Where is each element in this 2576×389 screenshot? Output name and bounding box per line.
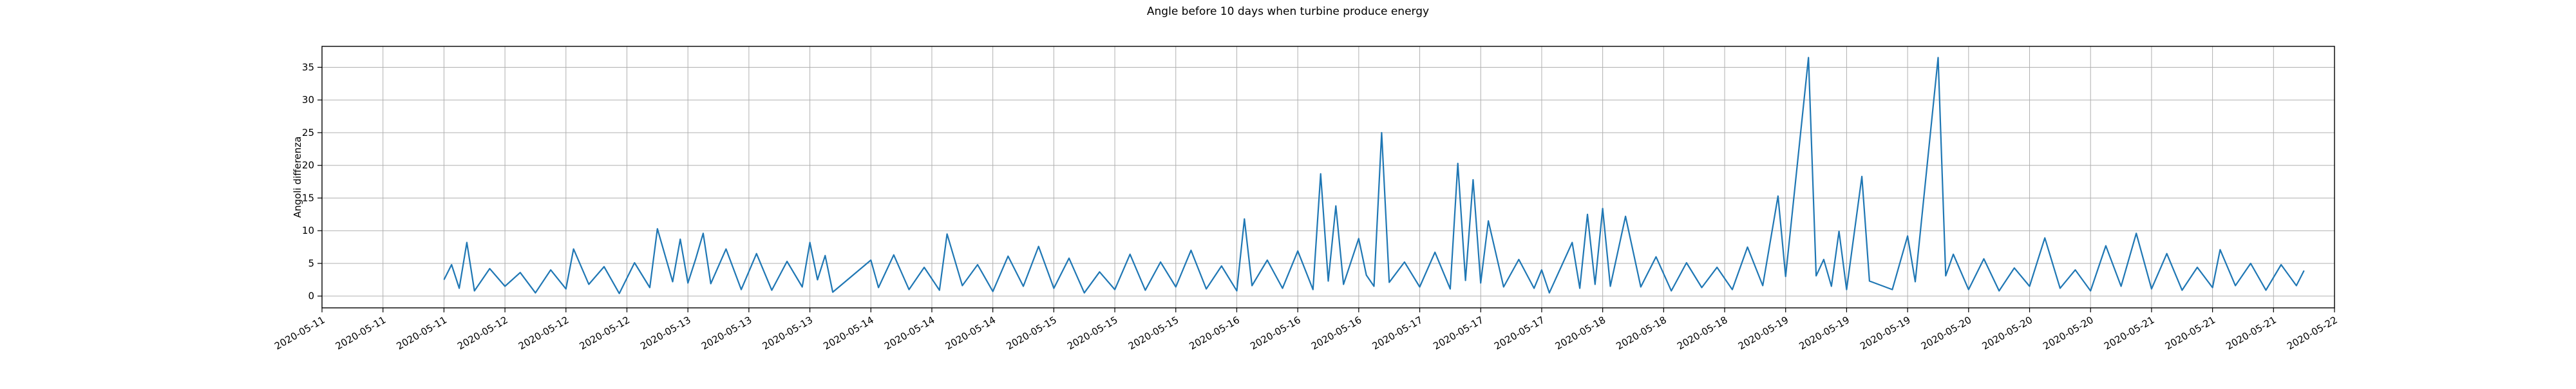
chart-title: Angle before 10 days when turbine produc… [1146, 5, 1430, 18]
x-tick-label: 2020-05-14 [821, 314, 876, 352]
x-tick-label: 2020-05-13 [699, 314, 754, 352]
x-tick-label: 2020-05-15 [1065, 314, 1120, 352]
x-tick-label: 2020-05-21 [2224, 314, 2278, 352]
y-tick-label: 30 [302, 94, 314, 106]
y-tick-label: 5 [308, 258, 314, 269]
series-line [443, 57, 2305, 294]
x-tick-label: 2020-05-20 [2041, 314, 2096, 352]
x-tick-label: 2020-05-17 [1370, 314, 1425, 352]
y-tick-label: 10 [302, 225, 314, 236]
x-tick-label: 2020-05-11 [394, 314, 449, 352]
x-tick-label: 2020-05-21 [2163, 314, 2218, 352]
y-tick-label: 0 [308, 290, 314, 302]
plot-frame [321, 46, 2335, 308]
x-tick-label: 2020-05-13 [638, 314, 693, 352]
x-tick-label: 2020-05-15 [1126, 314, 1181, 352]
x-tick-label: 2020-05-21 [2102, 314, 2157, 352]
x-tick-label: 2020-05-16 [1309, 314, 1364, 352]
x-tick-label: 2020-05-14 [882, 314, 937, 352]
x-tick-label: 2020-05-17 [1492, 314, 1547, 352]
y-tick-label: 35 [302, 61, 314, 73]
plot-area [322, 46, 2334, 308]
y-axis-label: Angoli differenza [292, 137, 303, 218]
x-tick-label: 2020-05-16 [1248, 314, 1303, 352]
x-tick-label: 2020-05-18 [1553, 314, 1608, 352]
x-tick-label: 2020-05-19 [1797, 314, 1852, 352]
x-tick-label: 2020-05-12 [455, 314, 510, 352]
x-tick-label: 2020-05-18 [1614, 314, 1669, 352]
x-tick-label: 2020-05-19 [1858, 314, 1913, 352]
x-tick-label: 2020-05-17 [1431, 314, 1486, 352]
x-tick-label: 2020-05-20 [1980, 314, 2035, 352]
x-tick-label: 2020-05-19 [1736, 314, 1791, 352]
x-tick-label: 2020-05-20 [1919, 314, 1974, 352]
y-tick-label: 20 [302, 160, 314, 171]
x-tick-label: 2020-05-11 [334, 314, 388, 352]
y-tick-label: 15 [302, 192, 314, 204]
x-tick-label: 2020-05-15 [1004, 314, 1059, 352]
y-tick-label: 25 [302, 127, 314, 138]
x-tick-label: 2020-05-22 [2285, 314, 2340, 352]
x-tick-label: 2020-05-12 [516, 314, 571, 352]
x-tick-label: 2020-05-16 [1188, 314, 1242, 352]
x-tick-label: 2020-05-13 [761, 314, 815, 352]
x-tick-label: 2020-05-18 [1675, 314, 1730, 352]
x-tick-label: 2020-05-12 [578, 314, 632, 352]
x-tick-label: 2020-05-14 [943, 314, 998, 352]
x-tick-label: 2020-05-11 [272, 314, 327, 352]
